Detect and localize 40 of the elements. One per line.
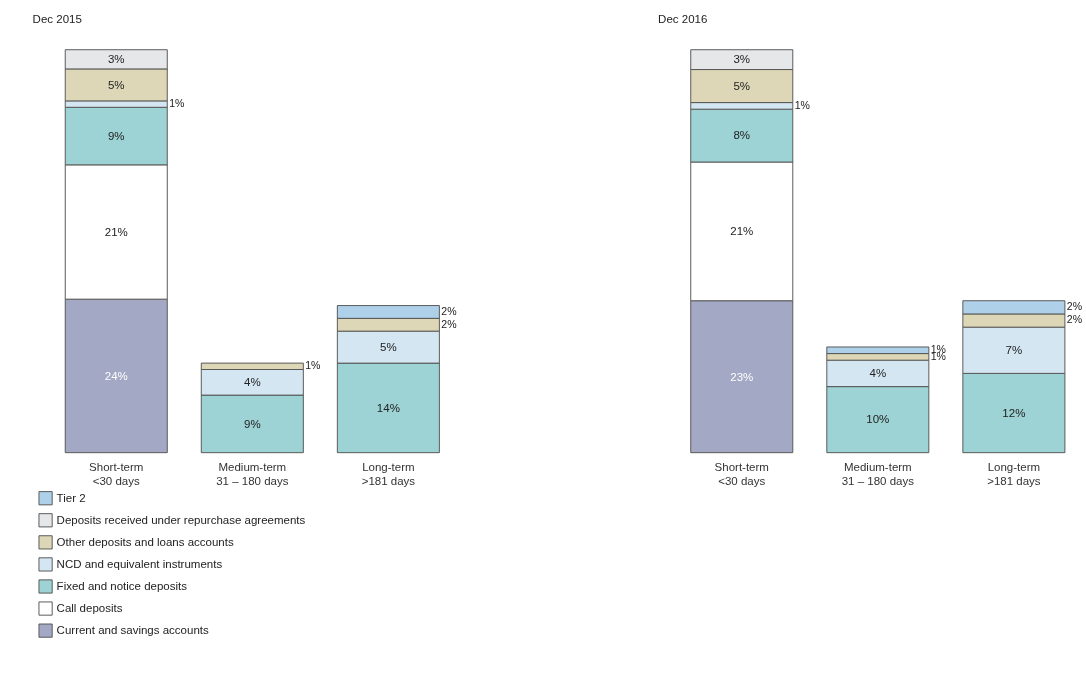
data-label: 1% xyxy=(794,98,810,111)
x-tick-label: Long-term >181 days xyxy=(987,461,1041,487)
data-label: 23% xyxy=(730,370,754,383)
legend-label: Other deposits and loans accounts xyxy=(56,536,234,549)
data-label: 14% xyxy=(376,401,400,414)
chart-title: Dec 2015 xyxy=(32,13,82,26)
x-tick-label: Short-term <30 days xyxy=(89,461,144,487)
x-tick-label: Medium-term 31 – 180 days xyxy=(216,461,289,487)
legend-label: Fixed and notice deposits xyxy=(56,580,188,593)
x-tick-label: Short-term <30 days xyxy=(714,461,769,487)
data-label: 24% xyxy=(104,369,128,382)
legend-label: Tier 2 xyxy=(56,492,86,505)
chart-title: Dec 2016 xyxy=(658,13,708,26)
data-label: 10% xyxy=(866,413,890,426)
data-label: 4% xyxy=(869,367,887,380)
x-tick-label: Long-term >181 days xyxy=(361,461,416,487)
data-label: 5% xyxy=(733,79,751,92)
data-label: 1% xyxy=(305,359,321,372)
legend-label: Call deposits xyxy=(56,602,123,615)
legend-label: Deposits received under repurchase agreements xyxy=(56,514,306,527)
data-label: 2% xyxy=(1066,300,1083,313)
data-label: 9% xyxy=(107,129,125,142)
data-label: 12% xyxy=(1002,406,1026,419)
data-label: 21% xyxy=(730,225,754,238)
legend-label: NCD and equivalent instruments xyxy=(56,558,223,571)
data-label: 2% xyxy=(441,317,457,330)
data-label: 7% xyxy=(1005,344,1023,357)
legend-label: Current and savings accounts xyxy=(56,624,209,637)
data-label: 3% xyxy=(107,53,125,66)
data-label: 1% xyxy=(169,96,185,109)
data-label: 3% xyxy=(733,53,751,66)
data-label: 8% xyxy=(733,129,751,142)
data-label: 4% xyxy=(244,376,261,389)
data-label: 5% xyxy=(380,340,397,353)
data-label: 2% xyxy=(441,304,457,317)
x-tick-label: Medium-term 31 – 180 days xyxy=(841,461,915,487)
data-label: 5% xyxy=(107,78,125,91)
data-label: 21% xyxy=(104,225,128,238)
data-label: 2% xyxy=(1066,313,1083,326)
data-label: 9% xyxy=(244,417,261,430)
